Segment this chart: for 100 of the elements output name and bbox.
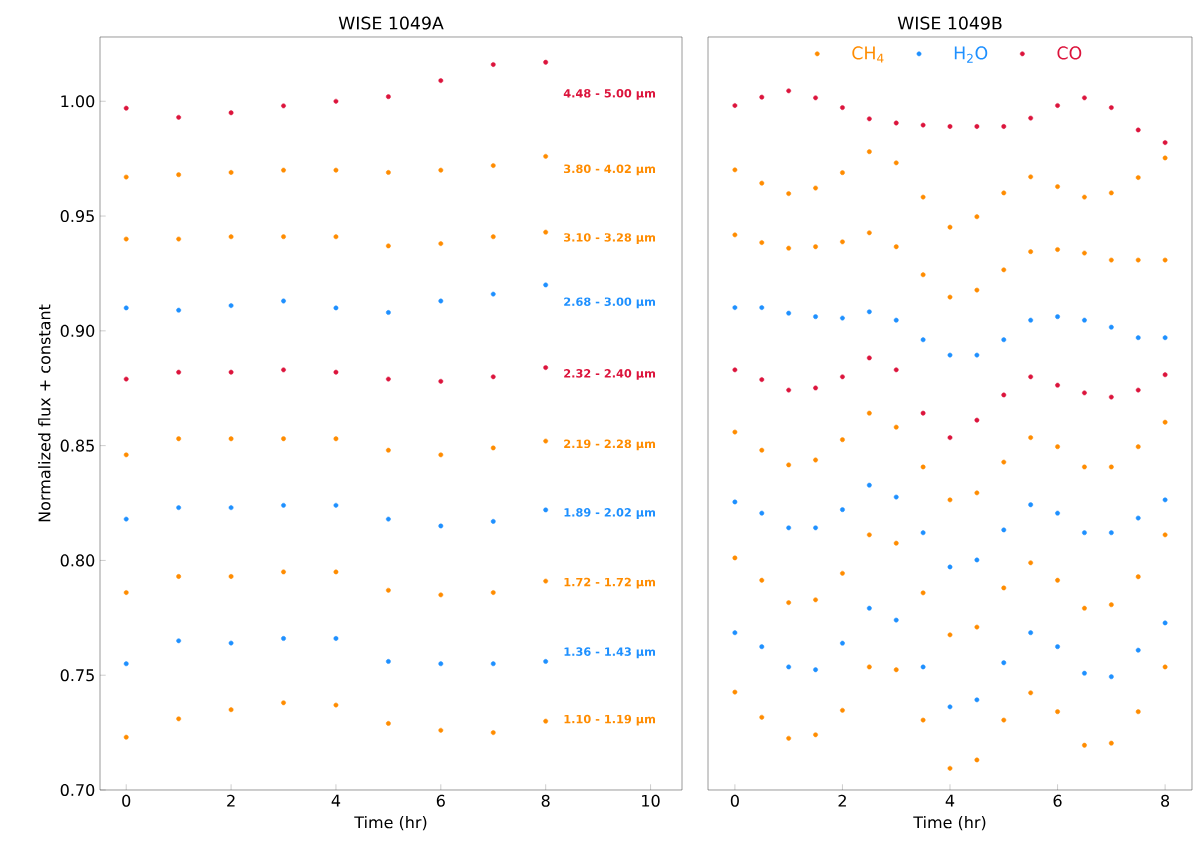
point [974,697,980,703]
point [1108,324,1114,330]
x-tick-label: 0 [122,794,131,807]
point [1055,184,1060,190]
point [840,507,845,513]
point [1108,740,1114,746]
point [490,730,496,736]
point [228,369,234,375]
series-label: 1.89 - 2.02 μm [564,508,656,519]
y-tick-label: 0.95 [60,210,94,223]
point [974,287,980,293]
x-tick-label: 6 [1053,794,1062,807]
point [490,291,496,297]
point [1055,103,1060,108]
point [786,191,792,197]
point [1108,190,1114,196]
point [333,636,339,641]
point [490,163,496,168]
point [438,452,444,458]
point [759,305,765,310]
point [228,170,234,175]
point [1108,674,1114,680]
series-label: 3.80 - 4.02 μm [564,164,656,176]
point [1162,620,1168,626]
point [1082,530,1087,536]
point [281,636,286,641]
point [947,435,953,441]
point [1162,372,1168,378]
legend-label: CO [1057,46,1082,60]
point [176,574,182,579]
point [759,447,765,453]
point [840,315,845,321]
point [176,172,182,178]
point [281,234,286,240]
point [1028,174,1034,180]
point [1082,390,1087,396]
point [786,664,792,670]
point [543,659,549,664]
point [281,298,286,304]
x-axis-title: Time (hr) [354,815,427,831]
point [490,518,496,524]
point [840,239,845,245]
point [920,464,926,470]
point [1028,502,1034,508]
x-tick-label: 0 [730,794,739,807]
point [438,167,444,173]
point [786,310,792,316]
point [1001,267,1007,273]
point [732,305,738,310]
point [840,570,845,576]
point [281,700,286,706]
point [438,378,444,384]
point [1055,444,1060,450]
point [1162,664,1168,670]
point [1135,175,1141,180]
point [813,244,818,250]
point [543,59,549,65]
point [840,437,845,443]
point [123,590,129,595]
point [866,482,872,488]
chart-title: WISE 1049B [897,16,1002,30]
point [947,704,953,710]
series-label: 2.68 - 3.00 μm [564,297,656,309]
point [385,516,391,522]
point [333,502,339,508]
point [1082,194,1087,200]
point [123,305,129,311]
point [759,644,765,650]
point [893,424,899,430]
point [947,224,953,230]
point [920,337,926,343]
point [866,309,872,315]
point [786,387,792,393]
point [333,234,339,240]
point [333,98,339,104]
point [385,310,391,315]
point [813,667,818,673]
point [1082,742,1087,748]
point [228,234,234,240]
point [813,732,818,738]
point [228,303,234,308]
point [866,664,872,670]
point [228,436,234,442]
point [1028,374,1034,380]
point [1082,95,1087,101]
point [281,569,286,575]
point [1162,140,1168,145]
point [490,590,496,595]
point [786,600,792,606]
point [490,374,496,380]
point [732,232,738,238]
x-tick-label: 4 [945,794,955,807]
point [1028,249,1034,255]
point [893,244,899,250]
point [813,597,818,603]
point [947,765,953,771]
point [866,149,872,155]
point [1135,257,1141,263]
point [281,167,286,173]
point [813,385,818,391]
